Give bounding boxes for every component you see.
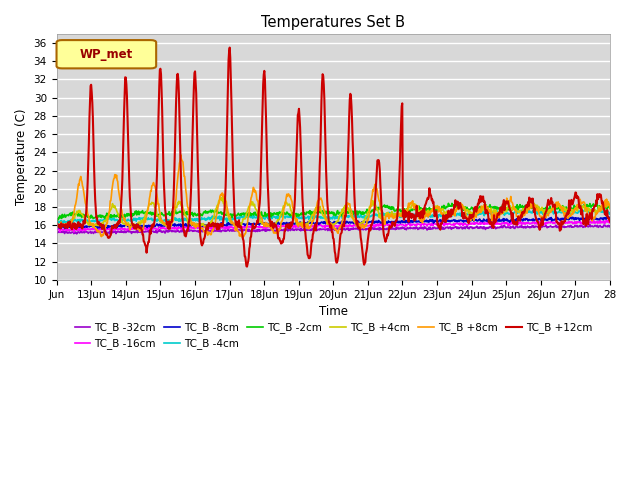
TC_B -16cm [380,222,387,228]
TC_B -16cm [588,218,595,224]
TC_B -4cm [80,218,88,224]
TC_B +8cm [239,235,246,241]
TC_B -8cm [540,214,547,220]
TC_B +4cm [156,216,163,222]
TC_B +8cm [177,152,184,157]
FancyBboxPatch shape [56,40,156,68]
TC_B -16cm [52,227,60,233]
TC_B -16cm [596,217,604,223]
TC_B -32cm [588,223,596,228]
TC_B -16cm [156,224,164,230]
TC_B -4cm [283,214,291,219]
TC_B +4cm [606,206,614,212]
TC_B -32cm [380,226,387,232]
X-axis label: Time: Time [319,305,348,318]
TC_B -32cm [579,225,587,230]
TC_B -16cm [579,219,587,225]
TC_B -8cm [283,220,291,226]
TC_B +8cm [156,207,163,213]
TC_B +8cm [588,218,596,224]
Line: TC_B +8cm: TC_B +8cm [56,155,610,238]
TC_B +8cm [606,204,614,210]
Text: WP_met: WP_met [80,48,133,61]
TC_B -8cm [80,224,88,230]
TC_B -8cm [52,224,60,230]
TC_B -8cm [588,215,596,221]
Line: TC_B -32cm: TC_B -32cm [56,225,610,234]
TC_B -2cm [80,214,88,219]
TC_B +4cm [580,204,588,210]
TC_B +8cm [380,217,388,223]
TC_B +8cm [284,193,291,199]
TC_B -8cm [606,216,614,222]
Line: TC_B +12cm: TC_B +12cm [56,48,610,266]
TC_B -32cm [106,231,113,237]
TC_B -4cm [52,219,60,225]
TC_B -32cm [156,227,164,232]
TC_B +4cm [217,195,225,201]
TC_B +8cm [52,224,60,229]
TC_B +4cm [380,220,388,226]
TC_B -8cm [156,222,164,228]
TC_B +8cm [79,185,87,191]
TC_B +4cm [203,225,211,231]
TC_B +12cm [226,45,234,50]
TC_B -4cm [579,208,587,214]
TC_B -4cm [58,221,65,227]
TC_B -32cm [283,227,291,232]
TC_B -2cm [52,216,60,222]
TC_B +12cm [284,223,291,229]
TC_B -8cm [580,217,588,223]
TC_B -4cm [588,208,596,214]
TC_B -2cm [283,209,291,215]
TC_B -32cm [52,230,60,236]
TC_B -16cm [80,227,88,232]
TC_B -8cm [380,221,387,227]
TC_B -2cm [156,211,164,217]
Y-axis label: Temperature (C): Temperature (C) [15,108,28,205]
TC_B +12cm [606,219,614,225]
TC_B -16cm [70,229,77,235]
Line: TC_B -16cm: TC_B -16cm [56,220,610,232]
TC_B -2cm [380,204,387,209]
TC_B +12cm [380,232,388,238]
Line: TC_B +4cm: TC_B +4cm [56,198,610,228]
TC_B +12cm [243,264,251,269]
TC_B -16cm [283,224,291,229]
TC_B -2cm [580,203,588,208]
TC_B +4cm [588,211,596,217]
TC_B -2cm [606,205,614,211]
TC_B -4cm [606,210,614,216]
TC_B -32cm [606,224,614,230]
TC_B -16cm [606,218,614,224]
TC_B +12cm [580,221,588,227]
TC_B -4cm [588,206,595,212]
TC_B -2cm [452,200,460,206]
TC_B -2cm [54,217,61,223]
Title: Temperatures Set B: Temperatures Set B [261,15,405,30]
TC_B +4cm [52,221,60,227]
TC_B -4cm [380,210,387,216]
Line: TC_B -2cm: TC_B -2cm [56,203,610,220]
TC_B -2cm [588,203,596,208]
TC_B +12cm [588,208,596,214]
Line: TC_B -8cm: TC_B -8cm [56,217,610,228]
TC_B +12cm [52,219,60,225]
TC_B -32cm [586,222,594,228]
TC_B +12cm [79,221,87,227]
TC_B -4cm [156,216,164,222]
Line: TC_B -4cm: TC_B -4cm [56,209,610,224]
TC_B +8cm [580,199,588,205]
TC_B +4cm [284,202,291,208]
TC_B +4cm [79,213,87,218]
TC_B +12cm [156,84,163,89]
TC_B -32cm [79,229,87,235]
TC_B -8cm [61,226,68,231]
Legend: TC_B -32cm, TC_B -16cm, TC_B -8cm, TC_B -4cm, TC_B -2cm, TC_B +4cm, TC_B +8cm, T: TC_B -32cm, TC_B -16cm, TC_B -8cm, TC_B … [70,318,596,353]
